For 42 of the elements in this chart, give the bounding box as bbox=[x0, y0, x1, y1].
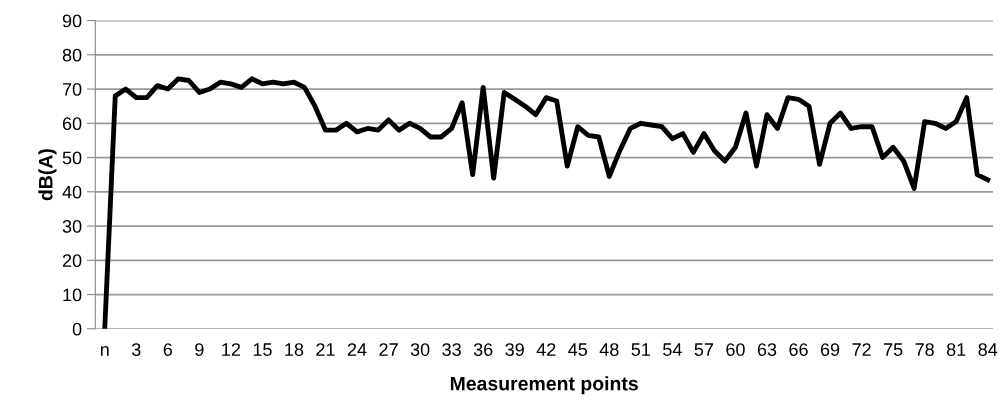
x-tick-label: 24 bbox=[347, 343, 367, 356]
x-tick-label: 78 bbox=[915, 343, 934, 356]
x-axis-title: Measurement points bbox=[450, 376, 638, 395]
x-tick-label: 60 bbox=[726, 343, 745, 356]
x-tick-label: 27 bbox=[379, 343, 398, 356]
y-tick-label: 20 bbox=[62, 254, 82, 268]
x-tick-label: 63 bbox=[757, 343, 777, 356]
x-tick-label: 66 bbox=[789, 343, 808, 356]
x-tick-label: 39 bbox=[505, 343, 524, 356]
y-tick-label: 10 bbox=[63, 288, 82, 302]
x-tick-label: 3 bbox=[131, 343, 141, 356]
y-tick-label: 0 bbox=[72, 322, 82, 336]
y-tick-label: 30 bbox=[62, 219, 82, 233]
x-tick-label: 72 bbox=[852, 343, 871, 356]
y-axis-title: dB(A) bbox=[38, 149, 57, 201]
y-tick-label: 40 bbox=[62, 185, 82, 199]
x-tick-label: 45 bbox=[568, 343, 588, 356]
x-tick-label: 18 bbox=[285, 343, 304, 356]
line-series bbox=[102, 76, 991, 329]
x-tick-label: 75 bbox=[884, 343, 903, 356]
x-tick-label: 57 bbox=[694, 343, 714, 356]
x-tick-label: 15 bbox=[253, 343, 272, 356]
y-tick-label: 60 bbox=[62, 117, 82, 131]
x-tick-label: 6 bbox=[163, 343, 173, 356]
x-tick-label: 12 bbox=[222, 343, 241, 356]
x-tick-label: 30 bbox=[410, 343, 430, 356]
y-tick-label: 90 bbox=[62, 14, 82, 28]
x-tick-label: 21 bbox=[316, 343, 335, 356]
y-tick-label: 50 bbox=[62, 151, 82, 165]
y-tick-label: 80 bbox=[62, 48, 82, 62]
x-tick-label: 48 bbox=[599, 343, 619, 356]
x-tick-label: 51 bbox=[631, 343, 650, 356]
x-tick-label: 42 bbox=[536, 343, 556, 356]
x-tick-label: 54 bbox=[663, 343, 682, 356]
x-tick-label: 69 bbox=[820, 343, 840, 356]
x-tick-label: n bbox=[100, 346, 109, 356]
x-tick-label: 33 bbox=[442, 343, 461, 356]
y-tick-label: 70 bbox=[62, 82, 82, 96]
x-tick-label: 84 bbox=[978, 343, 998, 356]
x-tick-label: 81 bbox=[946, 343, 966, 356]
x-tick-label: 36 bbox=[473, 343, 493, 356]
x-tick-label: 9 bbox=[195, 343, 204, 356]
